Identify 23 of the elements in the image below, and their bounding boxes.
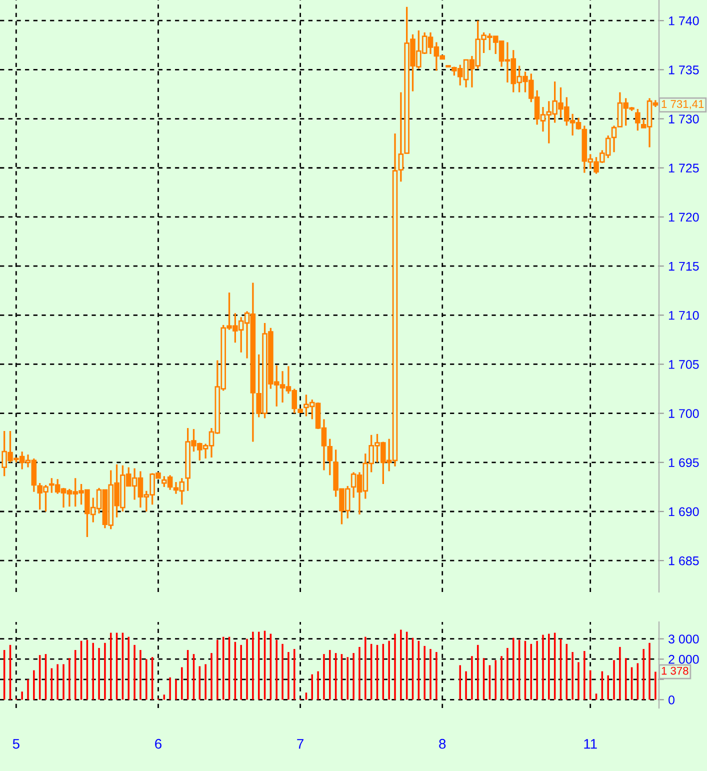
y-tick-label: 1 730: [668, 114, 699, 124]
y-tick-label: 3 000: [668, 634, 699, 644]
y-tick-label: 2 000: [668, 654, 699, 664]
x-tick-label: 7: [297, 739, 304, 749]
y-tick-label: 1 740: [668, 16, 699, 26]
y-tick-label: 1 700: [668, 409, 699, 418]
x-tick-label: 11: [584, 739, 597, 749]
x-tick-label: 8: [439, 738, 446, 749]
text: 1 378: [662, 666, 688, 675]
y-tick-label: 1 685: [668, 556, 699, 566]
y-tick-label: 1 710: [668, 310, 699, 320]
y-tick-label: 1 690: [668, 507, 699, 516]
y-tick-label: 1 735: [668, 66, 699, 74]
x-tick-label: 6: [155, 738, 162, 749]
y-tick-label: 1 715: [668, 262, 699, 271]
y-tick-label: 1 725: [668, 164, 699, 173]
y-tick-label: 1 720: [668, 212, 699, 222]
y-tick-label: 1 705: [668, 360, 699, 369]
text: 1 731,41: [662, 100, 704, 110]
y-tick-label: 1 695: [668, 458, 699, 468]
candlestick: [635, 108, 640, 132]
x-tick-label: 5: [12, 739, 20, 749]
y-tick-label: 0: [668, 695, 674, 704]
